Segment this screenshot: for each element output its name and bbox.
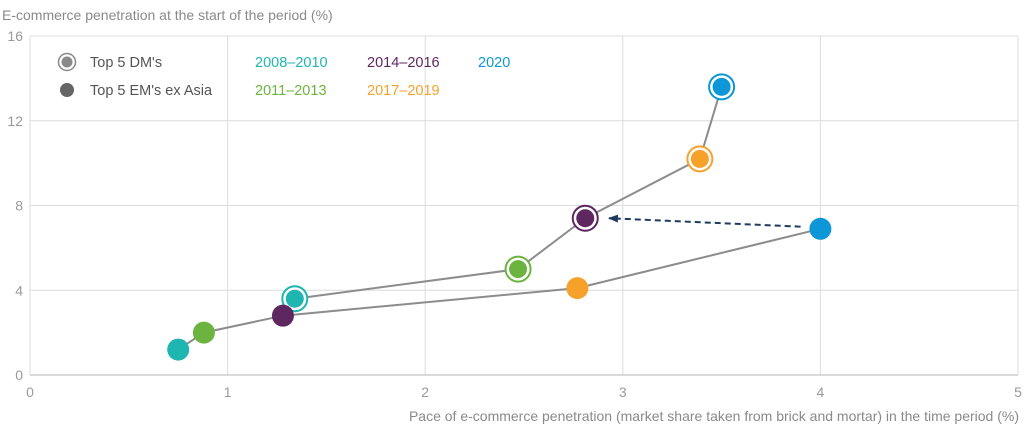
y-tick-label: 12: [7, 113, 23, 129]
legend-period-label: 2014–2016: [367, 55, 440, 71]
legend-ringed-marker-fill: [61, 56, 73, 68]
y-tick-label: 0: [15, 367, 23, 383]
legend-period-label: 2011–2013: [255, 83, 327, 99]
data-point-em: [566, 277, 589, 300]
dashed-arrow: [607, 214, 801, 228]
data-points: [167, 73, 832, 361]
data-point-dm: [690, 149, 709, 168]
x-tick-label: 5: [1014, 384, 1022, 400]
grid-lines: [29, 35, 1019, 376]
y-axis-title: E-commerce penetration at the start of t…: [2, 7, 333, 23]
data-point-dm: [576, 209, 595, 228]
series-line: [177, 227, 821, 351]
x-tick-label: 4: [817, 384, 825, 400]
data-point-em: [167, 338, 190, 361]
legend-period-label: 2020: [478, 55, 510, 71]
legend-period-label: 2017–2019: [367, 83, 440, 99]
x-tick-label: 0: [26, 384, 34, 400]
y-tick-label: 16: [7, 28, 23, 44]
y-tick-label: 4: [15, 282, 23, 298]
data-point-em: [192, 321, 215, 344]
legend-label-dm: Top 5 DM's: [90, 55, 162, 71]
x-tick-label: 3: [619, 384, 627, 400]
x-axis-title: Pace of e-commerce penetration (market s…: [409, 408, 1019, 424]
data-point-dm: [712, 77, 731, 96]
x-tick-label: 2: [421, 384, 429, 400]
y-tick-label: 8: [15, 198, 23, 214]
annotations: [607, 214, 801, 228]
data-point-em: [809, 217, 832, 240]
x-tick-label: 1: [224, 384, 232, 400]
legend-solid-marker: [60, 83, 74, 97]
legend-period-label: 2008–2010: [255, 55, 328, 71]
legend: Top 5 DM's Top 5 EM's ex Asia 2008–2010 201…: [57, 52, 510, 99]
legend-label-em: Top 5 EM's ex Asia: [90, 83, 213, 99]
data-point-dm: [285, 289, 304, 308]
data-point-dm: [509, 260, 528, 279]
data-point-em: [271, 304, 294, 327]
